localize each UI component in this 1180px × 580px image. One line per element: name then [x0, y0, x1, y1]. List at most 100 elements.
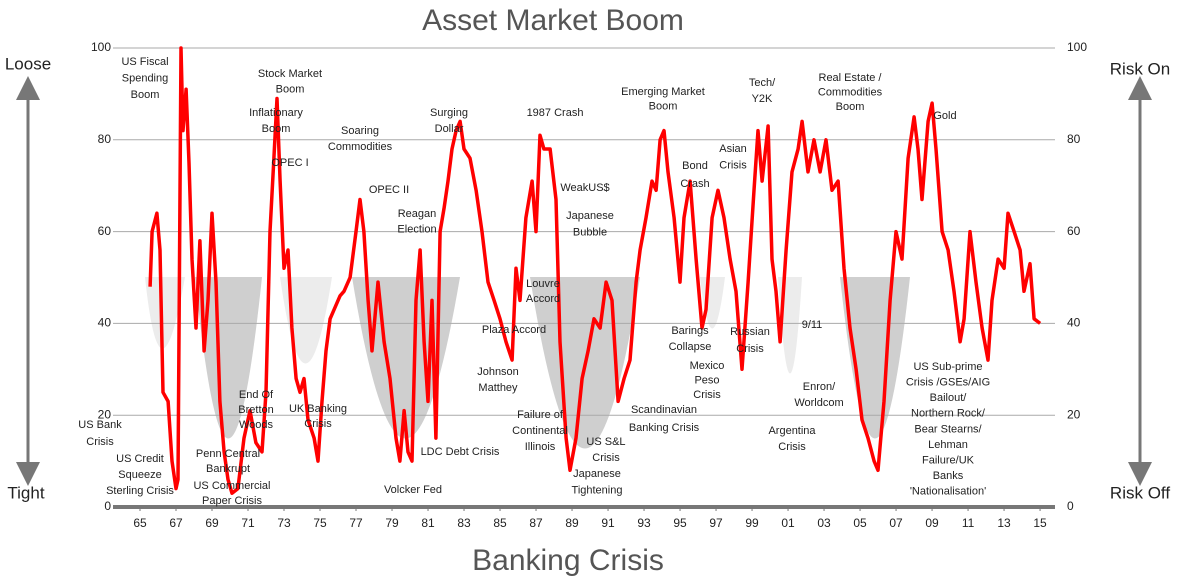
annotation: Y2K: [752, 93, 773, 105]
annotation: US Credit: [116, 453, 164, 465]
annotation: Scandinavian: [631, 404, 697, 416]
annotation: Failure of: [517, 409, 564, 421]
annotation: Real Estate /: [819, 72, 883, 84]
annotation: Paper Crisis: [202, 495, 262, 507]
annotation: End Of: [239, 389, 274, 401]
annotation: Boom: [649, 100, 678, 112]
x-tick-label: 73: [277, 516, 291, 530]
y2-tick-label: 0: [1067, 499, 1074, 513]
right-top-label: Risk On: [1110, 59, 1170, 78]
x-tick-label: 69: [205, 516, 219, 530]
y2-tick-label: 40: [1067, 316, 1081, 330]
grid: [113, 47, 1055, 511]
annotation: Crisis: [736, 343, 764, 355]
y2-tick-label: 80: [1067, 132, 1081, 146]
annotation: Inflationary: [249, 107, 303, 119]
annotation: Squeeze: [118, 469, 161, 481]
x-tick-label: 81: [421, 516, 435, 530]
annotation: Crisis: [778, 441, 806, 453]
annotation: Sterling Crisis: [106, 485, 174, 497]
x-tick-label: 97: [709, 516, 723, 530]
annotation: US S&L: [586, 436, 625, 448]
y-tick-label: 60: [98, 224, 112, 238]
annotation: Tech/: [749, 77, 776, 89]
data-line: [148, 46, 1042, 495]
x-tick-label: 13: [997, 516, 1011, 530]
annotation: Northern Rock/: [911, 408, 986, 420]
left-bottom-label: Tight: [7, 483, 44, 502]
x-tick-label: 89: [565, 516, 579, 530]
annotation: Japanese: [573, 468, 621, 480]
annotation: Crisis: [719, 159, 747, 171]
annotation: Illinois: [525, 441, 556, 453]
annotation: Matthey: [478, 382, 518, 394]
x-tick-label: 95: [673, 516, 687, 530]
y-tick-label: 40: [98, 316, 112, 330]
annotation: 1987 Crash: [527, 107, 584, 119]
annotation: Failure/UK: [922, 455, 975, 467]
annotation: Banking Crisis: [629, 422, 700, 434]
annotation: Commodities: [328, 141, 393, 153]
annotation: Bear Stearns/: [914, 423, 982, 435]
annotation: Boom: [262, 123, 291, 135]
annotation: Bailout/: [930, 392, 968, 404]
annotation: 9/11: [802, 319, 823, 331]
annotation: WeakUS$: [560, 182, 609, 194]
annotation: Crisis: [693, 389, 721, 401]
x-tick-label: 85: [493, 516, 507, 530]
x-tick-label: 99: [745, 516, 759, 530]
annotation: Japanese: [566, 210, 614, 222]
x-tick-label: 91: [601, 516, 615, 530]
annotation: Emerging Market: [621, 86, 705, 98]
annotation: Volcker Fed: [384, 484, 442, 496]
x-tick-label: 11: [962, 516, 975, 530]
x-tick-label: 67: [169, 516, 183, 530]
annotation: Bubble: [573, 226, 607, 238]
annotation: Boom: [836, 101, 865, 113]
annotation: Commodities: [818, 86, 883, 98]
annotation: Asian: [719, 143, 747, 155]
annotation: Worldcom: [794, 397, 843, 409]
annotation: Boom: [131, 89, 160, 101]
x-tick-label: 15: [1033, 516, 1047, 530]
annotation: Barings: [671, 325, 709, 337]
annotation: US Fiscal: [121, 56, 168, 68]
annotation: Accord: [526, 293, 560, 305]
x-tick-label: 75: [313, 516, 327, 530]
chart-title: Asset Market Boom: [422, 4, 684, 37]
plot: [148, 46, 1042, 495]
x-tick-label: 05: [853, 516, 867, 530]
x-tick-label: 09: [925, 516, 939, 530]
x-tick-label: 83: [457, 516, 471, 530]
annotation: Johnson: [477, 366, 519, 378]
annotation: Enron/: [803, 381, 836, 393]
annotation: Louvre: [526, 278, 560, 290]
annotation: Tightening: [572, 484, 623, 496]
annotation: Bond: [682, 160, 708, 172]
y2-tick-label: 20: [1067, 407, 1081, 421]
annotation: LDC Debt Crisis: [421, 446, 500, 458]
annotation: US Sub-prime: [913, 361, 982, 373]
annotation: Bankrupt: [206, 463, 250, 475]
x-tick-label: 03: [817, 516, 831, 530]
annotation: Penn Central: [196, 448, 260, 460]
x-axis-label: Banking Crisis: [472, 544, 664, 577]
annotation: Continental: [512, 425, 568, 437]
annotation: Stock Market: [258, 68, 322, 80]
annotation: Soaring: [341, 125, 379, 137]
annotation: Lehman: [928, 439, 968, 451]
x-tick-label: 93: [637, 516, 651, 530]
annotation: Crisis: [592, 452, 620, 464]
annotation: Banks: [933, 470, 964, 482]
x-tick-label: 77: [349, 516, 363, 530]
x-tick-label: 71: [241, 516, 255, 530]
annotation: Mexico: [690, 360, 725, 372]
annotation: Gold: [933, 110, 956, 122]
annotation: Crisis: [304, 418, 332, 430]
annotation: Collapse: [669, 341, 712, 353]
annotation: Crash: [680, 178, 709, 190]
annotation: Argentina: [768, 425, 816, 437]
annotation: Surging: [430, 107, 468, 119]
